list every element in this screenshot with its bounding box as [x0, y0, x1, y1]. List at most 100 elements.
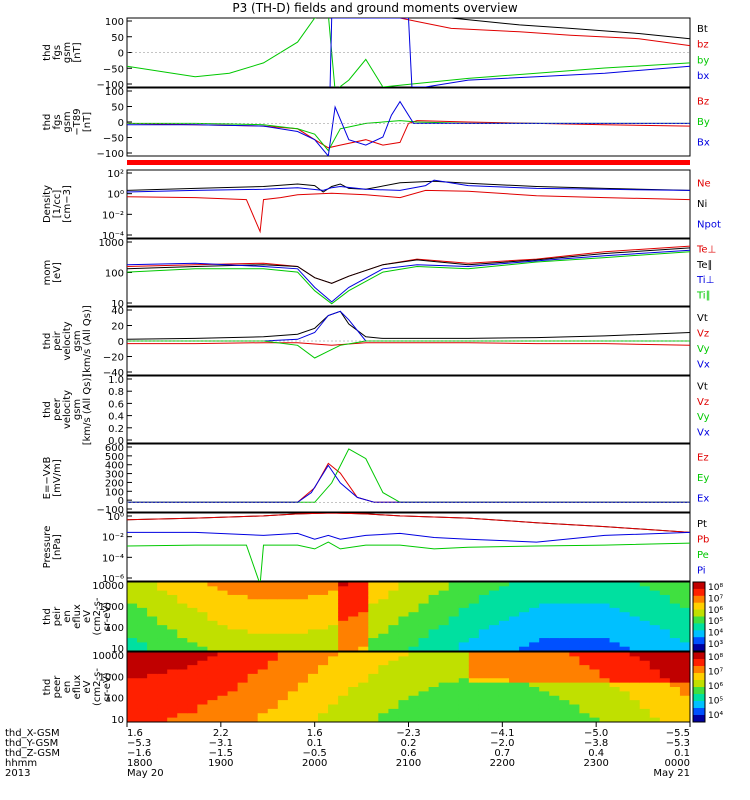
heatmap-cell: [659, 704, 671, 710]
heatmap-cell: [277, 660, 289, 666]
heatmap-cell: [569, 695, 580, 701]
heatmap-cell: [187, 646, 198, 652]
heatmap-cell: [448, 590, 460, 596]
heatmap-cell: [569, 607, 580, 613]
heatmap-cell: [408, 665, 420, 671]
heatmap-cell: [579, 586, 590, 592]
heatmap-cell: [599, 704, 611, 710]
heatmap-cell: [428, 625, 440, 630]
heatmap-cell: [498, 717, 510, 723]
heatmap-cell: [247, 708, 259, 714]
heatmap-cell: [509, 638, 520, 643]
heatmap-cell: [177, 660, 188, 666]
heatmap-cell: [167, 687, 178, 692]
heatmap-cell: [619, 700, 631, 706]
heatmap-cell: [398, 625, 409, 630]
ytick-label: −100: [97, 149, 124, 160]
heatmap-cell: [338, 586, 349, 592]
heatmap-cell: [227, 687, 239, 692]
colorbar-label: 10⁵: [708, 617, 723, 627]
heatmap-cell: [348, 713, 359, 719]
heatmap-cell: [217, 665, 229, 671]
heatmap-cell: [599, 638, 611, 643]
ylabel-line: eflux: [72, 604, 83, 629]
heatmap-cell: [358, 652, 369, 657]
heatmap-cell: [167, 629, 178, 635]
heatmap-cell: [599, 687, 611, 692]
heatmap-cell: [237, 638, 249, 643]
heatmap-cell: [267, 607, 279, 613]
heatmap-cell: [237, 665, 249, 671]
heatmap-cell: [398, 612, 409, 617]
heatmap-cell: [539, 673, 550, 679]
heatmap-cell: [267, 691, 279, 697]
heatmap-cell: [358, 594, 369, 600]
heatmap-cell: [539, 590, 550, 596]
heatmap-cell: [287, 642, 299, 648]
heatmap-cell: [418, 669, 430, 675]
heatmap-cell: [277, 616, 289, 622]
heatmap-cell: [358, 629, 369, 635]
heatmap-cell: [569, 612, 580, 617]
heatmap-cell: [328, 673, 339, 679]
heatmap-cell: [589, 638, 601, 643]
heatmap-cell: [458, 646, 470, 652]
heatmap-cell: [609, 669, 621, 675]
heatmap-cell: [619, 638, 631, 643]
heatmap-cell: [307, 594, 319, 600]
heatmap-cell: [318, 717, 329, 723]
heatmap-cell: [177, 642, 188, 648]
heatmap-cell: [328, 633, 339, 639]
heatmap-cell: [318, 629, 329, 635]
heatmap-cell: [227, 586, 239, 592]
legend-entry: Ey: [697, 473, 709, 484]
heatmap-cell: [267, 616, 279, 622]
heatmap-cell: [368, 682, 379, 688]
heatmap-cell: [398, 582, 409, 587]
heatmap-cell: [147, 660, 158, 666]
heatmap-cell: [147, 633, 158, 639]
heatmap-cell: [287, 717, 299, 723]
heatmap-cell: [448, 603, 460, 609]
heatmap-cell: [649, 695, 661, 701]
heatmap-cell: [438, 646, 450, 652]
heatmap-cell: [398, 599, 409, 605]
heatmap-cell: [348, 594, 359, 600]
heatmap-cell: [237, 717, 249, 723]
heatmap-cell: [589, 665, 601, 671]
heatmap-cell: [187, 586, 198, 592]
heatmap-cell: [287, 629, 299, 635]
heatmap-cell: [227, 620, 239, 626]
heatmap-cell: [328, 717, 339, 723]
heatmap-cell: [237, 633, 249, 639]
heatmap-cell: [187, 582, 198, 587]
heatmap-cell: [448, 673, 460, 679]
heatmap-cell: [519, 717, 530, 723]
heatmap-cell: [368, 629, 379, 635]
heatmap-cell: [177, 590, 188, 596]
heatmap-cell: [509, 708, 520, 714]
heatmap-cell: [287, 616, 299, 622]
xaxis-value: 0000: [665, 758, 690, 769]
heatmap-cell: [307, 700, 319, 706]
heatmap-cell: [328, 660, 339, 666]
heatmap-cell: [669, 669, 681, 675]
heatmap-cell: [599, 646, 611, 652]
heatmap-cell: [137, 656, 148, 662]
heatmap-cell: [549, 599, 560, 605]
heatmap-cell: [458, 682, 470, 688]
heatmap-cell: [348, 646, 359, 652]
heatmap-cell: [679, 586, 691, 592]
heatmap-cell: [669, 678, 681, 684]
heatmap-cell: [458, 612, 470, 617]
heatmap-cell: [177, 652, 188, 657]
ylabel-line: (cm2-s-: [92, 668, 103, 706]
heatmap-cell: [127, 642, 138, 648]
heatmap-cell: [237, 687, 249, 692]
heatmap-cell: [418, 717, 430, 723]
heatmap-cell: [348, 682, 359, 688]
heatmap-cell: [569, 594, 580, 600]
panel-frame: [126, 238, 691, 307]
heatmap-cell: [338, 673, 349, 679]
heatmap-cell: [147, 646, 158, 652]
